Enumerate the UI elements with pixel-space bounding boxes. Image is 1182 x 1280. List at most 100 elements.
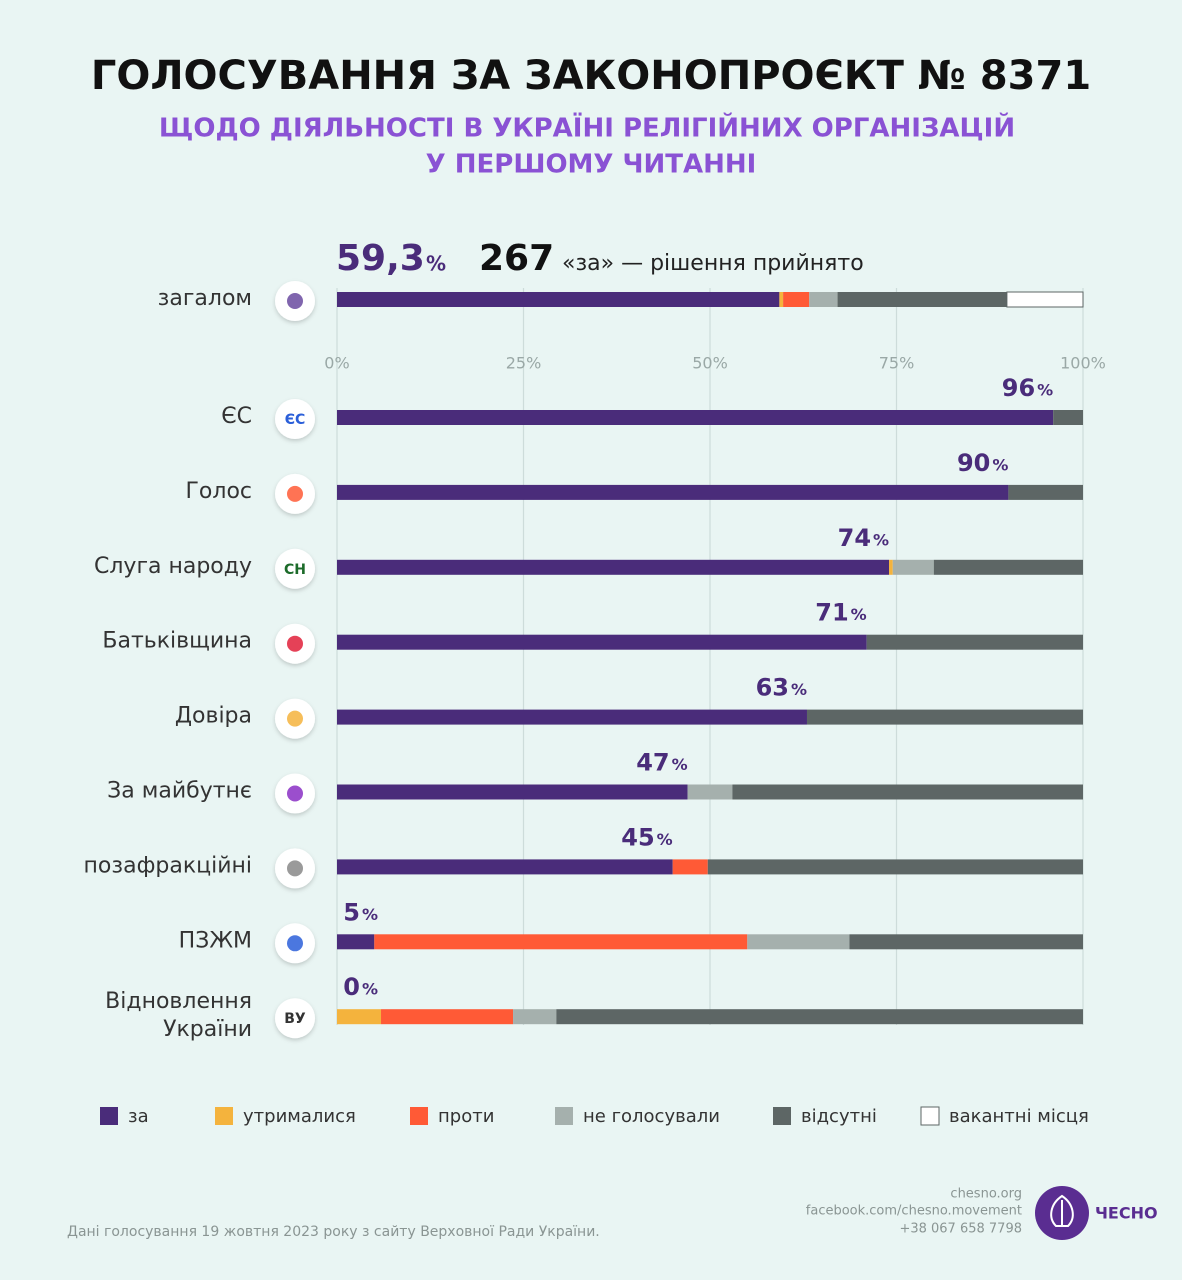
legend-label: вакантні місця bbox=[949, 1106, 1089, 1127]
contact: facebook.com/chesno.movement bbox=[806, 1204, 1022, 1219]
bar-segment bbox=[889, 559, 893, 575]
unit: % bbox=[362, 980, 378, 999]
bar-segment bbox=[933, 559, 1083, 575]
legend-label: проти bbox=[438, 1106, 494, 1127]
bar-segment bbox=[732, 784, 1083, 800]
x-tick-label: 0% bbox=[324, 354, 349, 373]
category-label: позафракційні bbox=[84, 853, 252, 878]
icon-dot bbox=[287, 485, 303, 502]
bar-segment bbox=[337, 559, 890, 575]
contact: +38 067 658 7798 bbox=[899, 1222, 1022, 1237]
legend-swatch bbox=[100, 1107, 118, 1125]
value-label: 0 bbox=[343, 973, 360, 1001]
vote-count: 267 bbox=[479, 238, 554, 279]
value-label: 96 bbox=[1002, 374, 1035, 402]
contact: chesno.org bbox=[950, 1187, 1022, 1202]
category-icon bbox=[275, 548, 315, 589]
icon-dot bbox=[287, 935, 303, 952]
bar-segment bbox=[337, 859, 673, 875]
icon-dot bbox=[287, 635, 303, 652]
bar-segment bbox=[337, 1009, 382, 1025]
bar-segment bbox=[1006, 291, 1084, 308]
bar-segment bbox=[381, 1009, 514, 1025]
category-label: загалом bbox=[158, 286, 252, 311]
bar-segment bbox=[849, 934, 1083, 950]
unit: % bbox=[873, 530, 889, 549]
unit: % bbox=[362, 905, 378, 924]
bar-segment bbox=[866, 634, 1083, 650]
bar-segment bbox=[779, 292, 784, 307]
icon-label: СН bbox=[284, 562, 306, 578]
bar-segment bbox=[1053, 410, 1083, 425]
unit: % bbox=[657, 830, 673, 849]
overall-value: 59,3 bbox=[336, 238, 425, 279]
unit: % bbox=[791, 680, 807, 699]
legend-swatch bbox=[410, 1107, 428, 1125]
bar-segment bbox=[809, 292, 838, 307]
x-tick-label: 75% bbox=[879, 354, 915, 373]
value-label: 74 bbox=[838, 524, 871, 552]
legend-label: не голосували bbox=[583, 1106, 720, 1127]
unit: % bbox=[426, 252, 446, 276]
source: Дані голосування 19 жовтня 2023 року з с… bbox=[67, 1224, 600, 1240]
bar-segment bbox=[337, 292, 780, 307]
category-label: Довіра bbox=[175, 704, 252, 729]
bar-segment bbox=[374, 934, 748, 950]
icon-dot bbox=[287, 293, 303, 309]
value-label: 90 bbox=[957, 449, 990, 477]
chart-title: ГОЛОСУВАННЯ ЗА ЗАКОНОПРОЄКТ № 8371 bbox=[91, 53, 1091, 99]
legend-swatch bbox=[773, 1107, 791, 1125]
bar-segment bbox=[783, 292, 810, 307]
legend-label: за bbox=[128, 1106, 149, 1127]
x-tick-label: 50% bbox=[692, 354, 728, 373]
bar-segment bbox=[337, 934, 375, 950]
legend-swatch bbox=[920, 1106, 940, 1126]
value-label: 5 bbox=[343, 898, 360, 926]
value-label: 45 bbox=[621, 823, 654, 851]
icon-dot bbox=[287, 710, 303, 727]
icons: ЄС СН ВУ bbox=[275, 281, 315, 1039]
icon-label: ЄС bbox=[285, 412, 306, 428]
bar-segment bbox=[337, 634, 867, 650]
legend-swatch bbox=[555, 1107, 573, 1125]
unit: % bbox=[1037, 381, 1053, 400]
bar-segment bbox=[837, 292, 1007, 307]
x-tick-label: 100% bbox=[1060, 354, 1106, 373]
bar-segment bbox=[747, 934, 850, 950]
chart-subtitle: ЩОДО ДІЯЛЬНОСТІ В УКРАЇНІ РЕЛІГІЙНИХ ОРГ… bbox=[159, 112, 1015, 144]
bar-segment bbox=[337, 709, 807, 725]
category-label: Відновлення України bbox=[105, 989, 252, 1042]
value-label: 47 bbox=[636, 749, 669, 777]
category-label: ПЗЖМ bbox=[179, 928, 252, 953]
bar-segment bbox=[707, 859, 1083, 875]
category-icon bbox=[275, 399, 315, 439]
logo-mark bbox=[1050, 1194, 1074, 1227]
bar-segment bbox=[513, 1009, 557, 1025]
bar-segment bbox=[337, 484, 1009, 500]
brand: ЧЕСНО bbox=[1095, 1204, 1158, 1223]
category-label: Батьківщина bbox=[102, 629, 252, 654]
annotation: «за» — рішення прийнято bbox=[562, 251, 864, 276]
category-label: ЄС bbox=[221, 404, 252, 429]
bar-segment bbox=[1008, 484, 1083, 500]
unit: % bbox=[851, 605, 867, 624]
bar-segment bbox=[337, 410, 1054, 425]
bar-segment bbox=[687, 784, 733, 800]
category-label: Голос bbox=[186, 479, 253, 504]
icon-dot bbox=[287, 860, 303, 877]
legend-swatch bbox=[215, 1107, 233, 1125]
bar-segment bbox=[556, 1009, 1083, 1025]
unit: % bbox=[672, 755, 688, 774]
bar-segment bbox=[337, 784, 688, 800]
value-label: 63 bbox=[756, 674, 789, 702]
legend-label: утрималися bbox=[243, 1106, 356, 1127]
bar-segment bbox=[892, 559, 934, 575]
category-label: Слуга народу bbox=[94, 554, 252, 579]
value-label: 71 bbox=[815, 599, 848, 627]
chart-subtitle: У ПЕРШОМУ ЧИТАННІ bbox=[426, 150, 757, 180]
icon-label: ВУ bbox=[284, 1011, 306, 1027]
bar-segment bbox=[672, 859, 708, 875]
legend-label: відсутні bbox=[801, 1106, 877, 1127]
